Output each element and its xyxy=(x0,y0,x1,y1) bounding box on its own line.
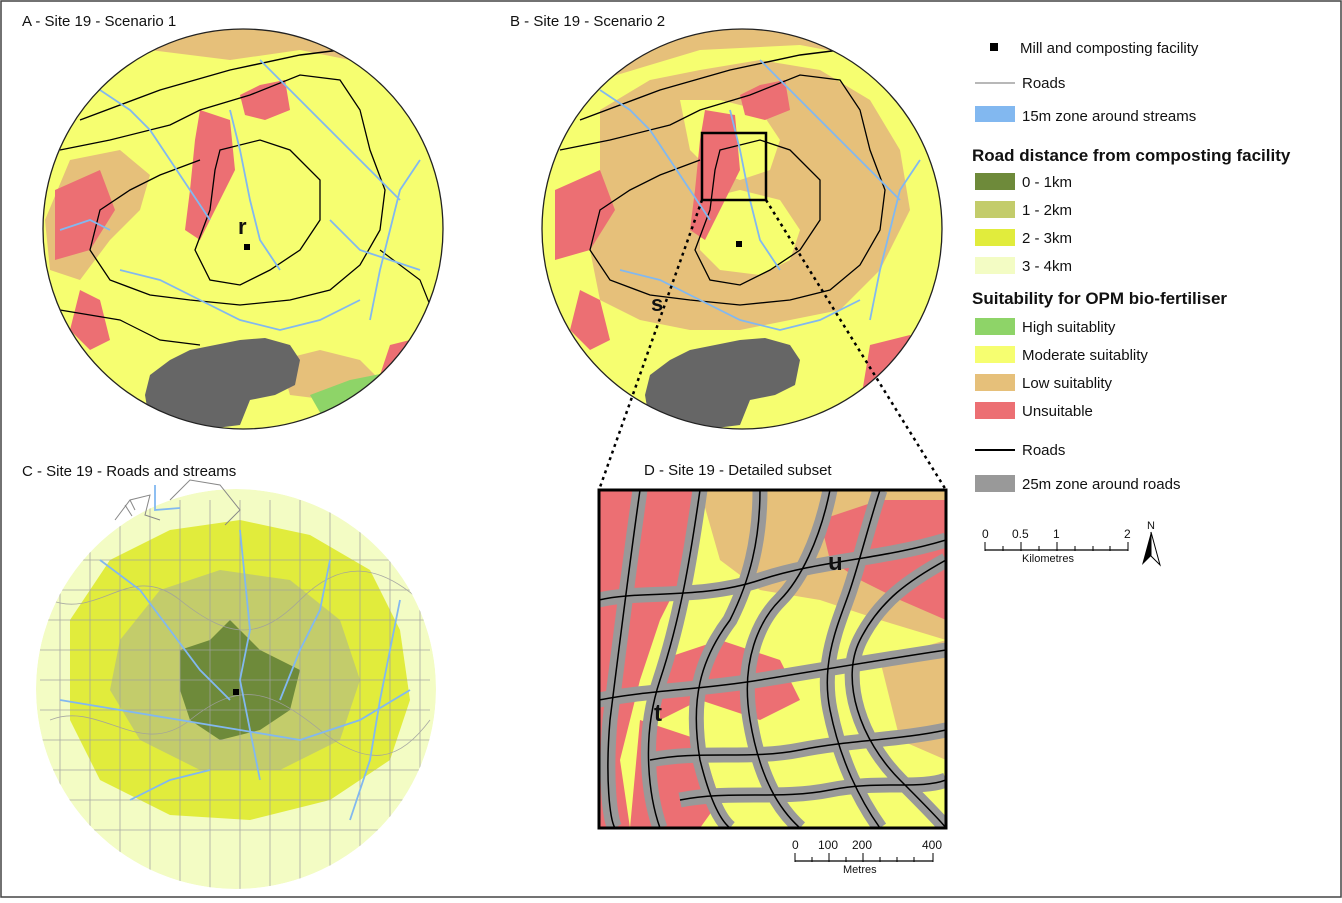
high-suitability-swatch xyxy=(975,318,1015,335)
map-legend: Mill and composting facility Roads 15m z… xyxy=(972,40,1291,567)
legend-distance-heading: Road distance from composting facility xyxy=(972,146,1291,165)
mill-facility-marker xyxy=(244,244,250,250)
panel-d-title: D - Site 19 - Detailed subset xyxy=(644,462,832,479)
legend-grey-roads: Roads xyxy=(1022,75,1065,92)
svg-text:N: N xyxy=(1147,520,1155,532)
panel-a-title: A - Site 19 - Scenario 1 xyxy=(22,13,176,30)
legend-mill: Mill and composting facility xyxy=(1020,40,1199,57)
legend-distance-1-2: 1 - 2km xyxy=(1022,202,1072,219)
legend-high-suitability: High suitablity xyxy=(1022,319,1116,336)
unsuitable-area xyxy=(240,80,290,120)
unsuitable-swatch xyxy=(975,402,1015,419)
panel-b-label-s: s xyxy=(651,291,663,316)
scale-d-tick-200: 200 xyxy=(852,838,872,852)
scale-km-tick-2: 2 xyxy=(1124,527,1131,541)
mill-facility-legend-icon xyxy=(990,43,998,51)
scale-km-tick-0-5: 0.5 xyxy=(1012,527,1029,541)
distance-2-3-swatch xyxy=(975,229,1015,246)
high-suitability-area xyxy=(415,335,443,390)
mill-facility-marker xyxy=(736,241,742,247)
distance-3-4-swatch xyxy=(975,257,1015,274)
scale-d-unit: Metres xyxy=(843,864,877,876)
panel-a-label-r: r xyxy=(238,214,247,239)
legend-suitability-heading: Suitability for OPM bio-fertiliser xyxy=(972,289,1227,308)
unsuitable-area xyxy=(185,110,235,240)
scale-d-tick-400: 400 xyxy=(922,838,942,852)
road-zone-legend-icon xyxy=(975,475,1015,492)
zoom-line-left xyxy=(597,199,704,491)
legend-black-roads: Roads xyxy=(1022,442,1065,459)
legend-road-zone: 25m zone around roads xyxy=(1022,476,1180,493)
zoom-line-right xyxy=(764,199,948,491)
legend-distance-0-1: 0 - 1km xyxy=(1022,174,1072,191)
subset-extent-box xyxy=(700,131,768,202)
panel-c-title: C - Site 19 - Roads and streams xyxy=(22,463,236,480)
legend-moderate-suitability: Moderate suitablity xyxy=(1022,347,1148,364)
distance-1-2-swatch xyxy=(975,201,1015,218)
scale-d-tick-0: 0 xyxy=(792,838,799,852)
urban-area xyxy=(145,338,300,429)
panel-b-title: B - Site 19 - Scenario 2 xyxy=(510,13,665,30)
legend-low-suitability: Low suitablity xyxy=(1022,375,1113,392)
stream-zone-legend-icon xyxy=(975,106,1015,122)
moderate-suitability-swatch xyxy=(975,346,1015,363)
scale-km-unit: Kilometres xyxy=(1022,553,1074,565)
scale-bar-d: 0 100 200 400 Metres xyxy=(792,838,942,876)
low-suitability-swatch xyxy=(975,374,1015,391)
legend-unsuitable: Unsuitable xyxy=(1022,403,1093,420)
mill-facility-marker xyxy=(233,689,239,695)
map-panel-c xyxy=(36,479,436,889)
legend-stream-zone: 15m zone around streams xyxy=(1022,108,1196,125)
legend-distance-3-4: 3 - 4km xyxy=(1022,258,1072,275)
scale-km-tick-0: 0 xyxy=(982,527,989,541)
distance-0-1-swatch xyxy=(975,173,1015,190)
scale-km-tick-1: 1 xyxy=(1053,527,1060,541)
scale-bar-km: 0 0.5 1 2 Kilometres xyxy=(982,527,1131,565)
unsuitable-area xyxy=(55,170,115,260)
scale-d-tick-100: 100 xyxy=(818,838,838,852)
map-panel-a: r xyxy=(42,28,444,430)
map-panel-d: t u 0 100 200 400 Metres xyxy=(597,488,948,876)
map-panel-b: s xyxy=(541,28,943,430)
legend-distance-2-3: 2 - 3km xyxy=(1022,230,1072,247)
unsuitable-area xyxy=(70,290,110,350)
north-arrow-icon: N xyxy=(1142,520,1161,567)
panel-d-label-t: t xyxy=(654,700,662,727)
panel-d-label-u: u xyxy=(828,549,843,576)
